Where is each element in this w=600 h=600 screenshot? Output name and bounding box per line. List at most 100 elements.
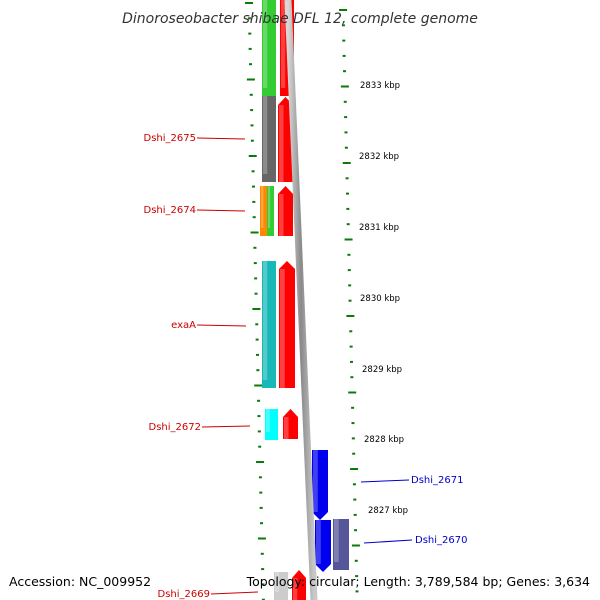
- tick-mark: [350, 376, 354, 379]
- cog-block[interactable]: [262, 96, 276, 182]
- tick-mark: [253, 262, 257, 265]
- forward-gene-arrow[interactable]: [279, 261, 295, 388]
- forward-gene-arrow[interactable]: [278, 97, 293, 182]
- tick-mark: [245, 2, 254, 4]
- tick-mark: [347, 253, 351, 256]
- tick-mark: [344, 238, 353, 241]
- tick-mark: [346, 207, 350, 210]
- tick-mark: [249, 93, 253, 96]
- tick-mark: [342, 54, 346, 57]
- tick-mark: [340, 85, 349, 88]
- tick-mark: [248, 32, 252, 35]
- outer-tick-column: [245, 2, 266, 600]
- tick-mark: [255, 323, 259, 326]
- kbp-label: 2827 kbp: [368, 506, 408, 516]
- tick-mark: [257, 430, 261, 433]
- tick-mark: [251, 185, 255, 188]
- tick-mark: [260, 552, 264, 555]
- tick-mark: [354, 529, 358, 532]
- tick-mark: [349, 345, 353, 348]
- tick-mark: [351, 437, 355, 440]
- label-leader-line: [210, 591, 259, 595]
- label-leader-line: [196, 209, 246, 212]
- tick-mark: [352, 452, 356, 455]
- tick-mark: [248, 155, 257, 157]
- tick-mark: [345, 177, 349, 180]
- label-leader-line: [363, 539, 413, 544]
- cog-block[interactable]: [265, 409, 278, 440]
- tick-mark: [343, 100, 347, 103]
- tick-mark: [261, 598, 265, 600]
- cog-block[interactable]: [260, 186, 268, 236]
- tick-mark: [348, 284, 352, 287]
- cog-block[interactable]: [333, 519, 349, 570]
- gene-label[interactable]: Dshi_2674: [144, 205, 196, 216]
- tick-mark: [248, 47, 252, 50]
- forward-gene-arrow[interactable]: [292, 570, 306, 600]
- gene-label[interactable]: Dshi_2669: [158, 589, 210, 600]
- tick-mark: [259, 491, 263, 494]
- kbp-label: 2831 kbp: [359, 223, 399, 233]
- tick-mark: [261, 568, 265, 571]
- inner-tick-column: [339, 9, 360, 593]
- reverse-gene-arrow[interactable]: [315, 520, 331, 572]
- tick-mark: [348, 299, 352, 302]
- kbp-label: 2833 kbp: [360, 81, 400, 91]
- gene-label[interactable]: Dshi_2672: [149, 422, 201, 433]
- tick-mark: [260, 522, 264, 525]
- accession-text: Accession: NC_009952: [9, 574, 151, 589]
- tick-mark: [346, 315, 355, 317]
- cog-block[interactable]: [262, 0, 276, 96]
- cog-block[interactable]: [262, 261, 276, 388]
- tick-mark: [349, 360, 353, 363]
- tick-mark: [351, 544, 360, 547]
- tick-mark: [256, 461, 265, 463]
- forward-gene-arrow[interactable]: [278, 186, 293, 236]
- tick-mark: [346, 223, 350, 226]
- tick-mark: [255, 353, 259, 356]
- tick-mark: [349, 330, 353, 333]
- tick-mark: [254, 277, 258, 280]
- forward-gene-arrow[interactable]: [283, 409, 298, 439]
- tick-mark: [250, 124, 254, 127]
- kbp-label: 2830 kbp: [360, 294, 400, 304]
- gene-features: [260, 0, 349, 600]
- gene-label[interactable]: Dshi_2675: [144, 133, 196, 144]
- tick-mark: [255, 338, 259, 341]
- tick-mark: [252, 308, 261, 310]
- tick-mark: [254, 384, 263, 387]
- tick-mark: [259, 506, 263, 509]
- tick-mark: [339, 9, 348, 11]
- cog-block[interactable]: [267, 186, 274, 236]
- tick-mark: [355, 575, 359, 578]
- tick-mark: [353, 498, 357, 501]
- kbp-label: 2828 kbp: [364, 435, 404, 445]
- tick-mark: [352, 483, 356, 486]
- tick-mark: [257, 399, 261, 402]
- gene-label[interactable]: exaA: [171, 320, 196, 331]
- tick-mark: [261, 583, 265, 586]
- tick-mark: [355, 590, 359, 593]
- tick-mark: [353, 513, 357, 516]
- gene-label[interactable]: Dshi_2670: [415, 535, 467, 546]
- gene-label[interactable]: Dshi_2671: [411, 475, 463, 486]
- kbp-scale: 2833 kbp 2832 kbp 2831 kbp 2830 kbp 2829 kbp…: [359, 81, 408, 516]
- tick-mark: [252, 200, 256, 203]
- kbp-label: 2829 kbp: [362, 365, 402, 375]
- genome-backbone: [284, 0, 318, 600]
- tick-mark: [341, 24, 345, 27]
- map-title: Dinoroseobacter shibae DFL 12, complete …: [122, 11, 478, 27]
- tick-mark: [347, 269, 351, 272]
- label-leader-line: [360, 479, 410, 483]
- kbp-label: 2832 kbp: [359, 152, 399, 162]
- reverse-gene-arrow[interactable]: [312, 450, 328, 520]
- tick-mark: [250, 139, 254, 142]
- tick-mark: [354, 559, 358, 562]
- tick-mark: [345, 192, 349, 195]
- tick-mark: [251, 170, 255, 173]
- label-leader-line: [201, 425, 251, 428]
- tick-mark: [257, 537, 266, 540]
- tick-mark: [253, 246, 257, 249]
- cog-block[interactable]: [274, 572, 288, 600]
